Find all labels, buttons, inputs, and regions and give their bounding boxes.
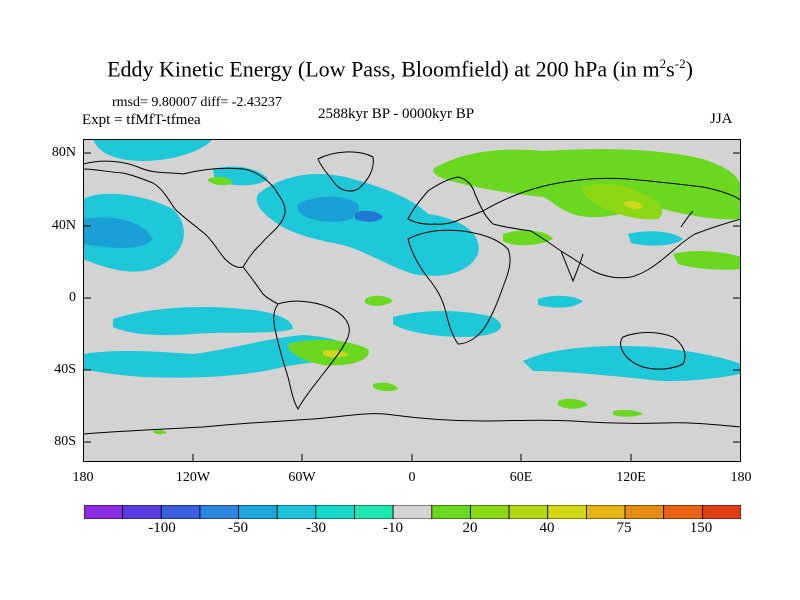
colorbar-box xyxy=(84,505,124,519)
period-label: 2588kyr BP - 0000kyr BP xyxy=(318,106,475,122)
lat-label: 80N xyxy=(51,145,76,160)
colorbar-box xyxy=(276,505,317,519)
coastline-europe xyxy=(407,176,484,225)
anomaly-region xyxy=(208,176,233,186)
anomaly-region xyxy=(673,251,741,270)
anomaly-region xyxy=(503,230,553,246)
colorbar-label: 150 xyxy=(689,520,713,536)
colorbar-label: 75 xyxy=(616,520,632,536)
coastline-south-america xyxy=(273,300,350,411)
anomaly-region xyxy=(365,295,393,306)
colorbar-box xyxy=(354,505,394,519)
lat-label: 40S xyxy=(54,362,76,377)
coastline-australia xyxy=(620,332,686,370)
colorbar-label: -50 xyxy=(228,520,248,536)
map-plot xyxy=(83,139,741,462)
anomaly-region xyxy=(683,190,728,210)
anomaly-region xyxy=(393,311,502,337)
colorbar-label: 20 xyxy=(462,520,478,536)
colorbar-box xyxy=(392,505,433,519)
anomaly-region xyxy=(297,196,359,222)
stats-label: rmsd= 9.80007 diff= -2.43237 xyxy=(112,95,282,110)
colorbar-box xyxy=(122,505,162,519)
anomaly-region xyxy=(613,410,643,417)
coastline-greenland xyxy=(317,151,374,192)
anomaly-region xyxy=(623,200,643,210)
lon-label: 120W xyxy=(175,470,211,485)
coastline-japan xyxy=(680,210,694,228)
lat-label: 40N xyxy=(51,218,76,233)
lon-label: 60W xyxy=(288,470,316,485)
colorbar-box xyxy=(508,505,549,519)
anomaly-region xyxy=(355,210,383,222)
lon-label: 60E xyxy=(509,470,533,485)
coastline-central-america xyxy=(242,266,279,305)
colorbar-box xyxy=(663,505,703,519)
colorbar-box xyxy=(547,505,587,519)
colorbar-label: 40 xyxy=(539,520,555,536)
anomaly-region xyxy=(628,231,683,246)
coastline-north-america xyxy=(83,160,286,268)
colorbar-box xyxy=(199,505,239,519)
anomaly-region xyxy=(323,350,349,358)
lat-label: 0 xyxy=(69,290,76,305)
lon-label: 180 xyxy=(730,470,752,485)
colorbar-box xyxy=(470,505,510,519)
colorbar-box xyxy=(160,505,201,519)
anomaly-region xyxy=(373,382,398,392)
anomaly-region xyxy=(582,183,663,220)
lon-label: 120E xyxy=(616,470,646,485)
coastline-asia xyxy=(482,177,741,279)
colorbar-box xyxy=(431,505,471,519)
season-label: JJA xyxy=(710,111,733,127)
colorbar-box xyxy=(701,505,741,519)
lat-label: 80S xyxy=(54,434,76,449)
colorbar-box xyxy=(586,505,626,519)
coastline-india xyxy=(560,250,584,283)
colorbar-label: -10 xyxy=(383,520,403,536)
coastline-africa xyxy=(407,229,511,345)
anomaly-region xyxy=(538,295,583,308)
colorbar-box xyxy=(238,505,278,519)
coastlines xyxy=(83,151,741,435)
anomaly-region xyxy=(153,429,167,435)
anomaly-fields xyxy=(83,139,741,435)
lon-label: 180 xyxy=(72,470,94,485)
colorbar-box xyxy=(315,505,355,519)
anomaly-region xyxy=(558,398,588,409)
anomaly-region xyxy=(523,345,741,382)
chart-title: Eddy Kinetic Energy (Low Pass, Bloomfiel… xyxy=(107,56,693,82)
axis-ticks xyxy=(83,152,741,462)
anomaly-region xyxy=(113,307,293,336)
lon-label: 0 xyxy=(408,470,416,485)
anomaly-region xyxy=(93,139,213,161)
anomaly-region xyxy=(433,149,741,220)
experiment-label: Expt = tfMfT-tfmea xyxy=(82,112,201,128)
colorbar-box xyxy=(624,505,665,519)
colorbar xyxy=(84,505,741,519)
anomaly-region xyxy=(83,217,153,248)
colorbar-label: -30 xyxy=(306,520,326,536)
colorbar-label: -100 xyxy=(148,520,176,536)
coastline-antarctica xyxy=(83,413,741,435)
